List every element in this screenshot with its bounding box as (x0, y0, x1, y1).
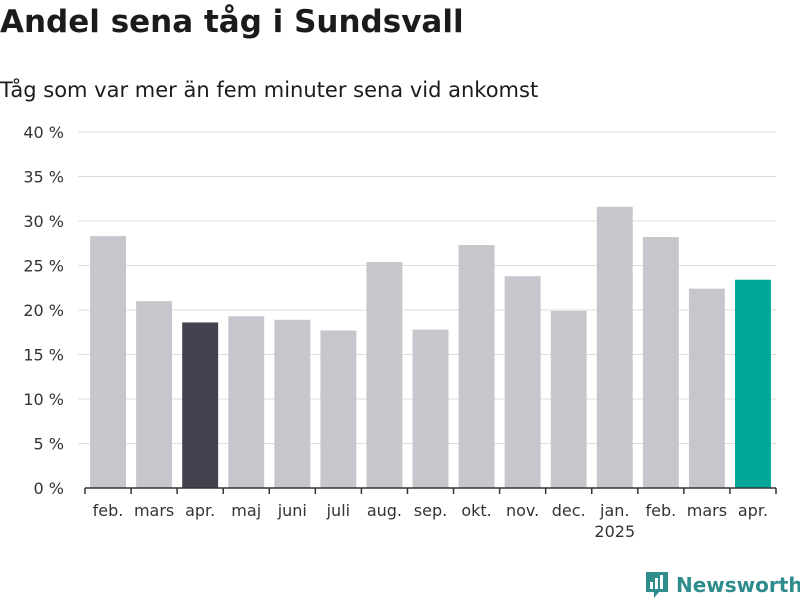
y-tick-label: 30 % (23, 212, 64, 231)
bar (504, 276, 541, 488)
bar (320, 330, 357, 488)
bar (274, 319, 311, 488)
x-tick-label: apr. (185, 501, 215, 520)
chart-title: Andel sena tåg i Sundsvall (0, 4, 464, 40)
x-tick-label: dec. (552, 501, 586, 520)
x-tick-label: maj (231, 501, 261, 520)
y-tick-label: 20 % (23, 301, 64, 320)
bar (642, 237, 679, 488)
y-tick-label: 5 % (34, 435, 64, 454)
y-tick-label: 10 % (23, 390, 64, 409)
bar (136, 301, 173, 488)
x-tick-label: apr. (738, 501, 768, 520)
newsworthy-logo-icon (646, 572, 668, 598)
x-tick-label: mars (687, 501, 727, 520)
bar (458, 245, 495, 488)
y-tick-label: 15 % (23, 346, 64, 365)
x-year-label: 2025 (594, 522, 635, 541)
x-tick-label: jan. (599, 501, 629, 520)
x-tick-label: mars (134, 501, 174, 520)
y-tick-label: 25 % (23, 257, 64, 276)
x-tick-label: feb. (645, 501, 676, 520)
x-tick-label: feb. (93, 501, 124, 520)
x-tick-label: nov. (506, 501, 539, 520)
y-tick-label: 0 % (34, 479, 64, 498)
y-tick-label: 40 % (23, 123, 64, 142)
y-tick-label: 35 % (23, 168, 64, 187)
bar (688, 288, 725, 488)
chart-subtitle: Tåg som var mer än fem minuter sena vid … (0, 78, 539, 102)
bar (182, 322, 219, 488)
bar (412, 329, 449, 488)
x-tick-label: aug. (367, 501, 402, 520)
bar (228, 316, 265, 488)
x-tick-label: okt. (461, 501, 491, 520)
brand-name: Newsworthy (676, 573, 800, 597)
x-tick-label: juli (326, 501, 350, 520)
brand-logo: Newsworthy (644, 569, 800, 601)
bar (366, 261, 403, 488)
bar (90, 236, 126, 488)
bar (596, 206, 633, 488)
x-tick-label: juni (277, 501, 307, 520)
bar (550, 310, 587, 488)
bar (735, 279, 771, 488)
x-tick-label: sep. (414, 501, 447, 520)
